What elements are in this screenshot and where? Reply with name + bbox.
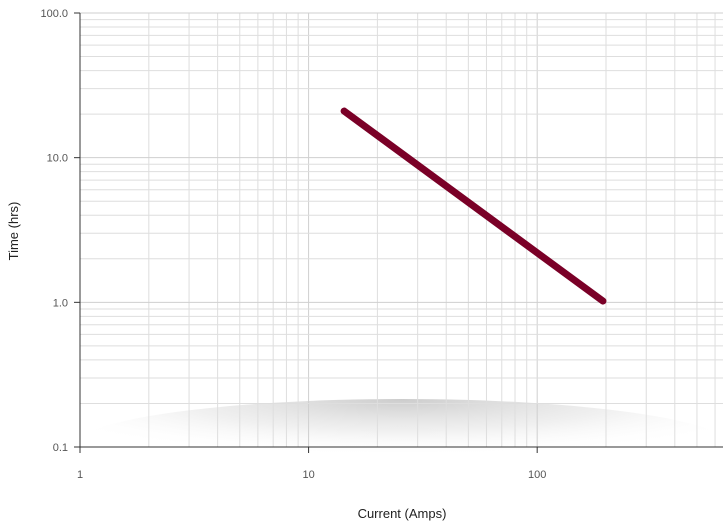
tick-labels: 0.1 1.0 10.0 100.0 1 10 100 [40, 8, 546, 481]
x-tick-label: 10 [302, 469, 314, 481]
x-axis-title: Current (Amps) [358, 506, 447, 521]
y-tick-label: 1.0 [53, 297, 68, 309]
y-tick-label: 100.0 [40, 8, 68, 20]
y-tick-label: 0.1 [53, 442, 68, 454]
series-line-1 [340, 107, 607, 305]
x-tick-label: 1 [77, 469, 83, 481]
grid [80, 12, 723, 447]
y-axis-title: Time (hrs) [6, 202, 21, 261]
y-tick-label: 10.0 [47, 153, 68, 165]
x-tick-label: 100 [528, 469, 546, 481]
series-layer [340, 107, 607, 305]
axes [74, 12, 723, 453]
